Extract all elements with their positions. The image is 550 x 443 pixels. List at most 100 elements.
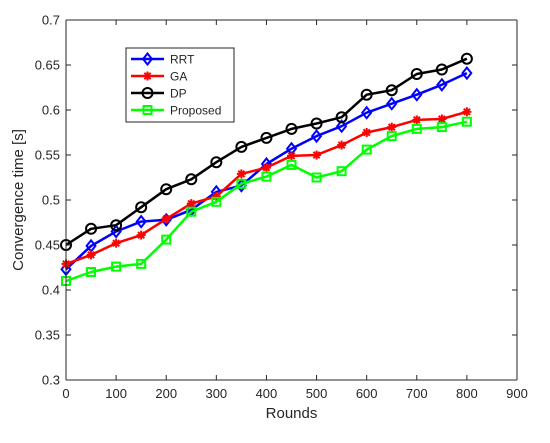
point-dp-15 (435, 63, 448, 76)
point-dp-5-shape (185, 173, 198, 186)
point-rrt-10-shape (310, 128, 323, 144)
point-rrt-3 (135, 214, 147, 229)
legend-entry-rrt: RRT (131, 51, 195, 67)
point-rrt-12-shape (360, 105, 373, 120)
point-proposed-14-shape (411, 123, 422, 134)
point-rrt-12 (360, 105, 373, 120)
point-proposed-12 (361, 144, 372, 155)
point-dp-6 (210, 156, 223, 169)
point-dp-16 (460, 52, 473, 65)
point-ga-7-stroke-3 (237, 170, 246, 178)
point-ga-8 (261, 163, 271, 173)
x-tick-label-6: 600 (356, 386, 378, 401)
point-proposed-9-shape (286, 159, 297, 170)
point-dp-12-shape (360, 88, 373, 101)
point-proposed-1-shape (86, 267, 97, 277)
legend-marker-rrt-shape (141, 51, 154, 67)
point-proposed-5-shape (186, 206, 197, 217)
y-tick-label-1: 0.35 (35, 328, 60, 343)
point-ga-11 (337, 140, 347, 150)
x-tick-label-8: 800 (456, 386, 478, 401)
x-tick-label-9: 900 (506, 386, 528, 401)
point-proposed-6 (211, 196, 222, 207)
point-ga-15 (437, 114, 447, 124)
point-rrt-15-shape (436, 77, 448, 92)
point-ga-1-stroke-3 (87, 251, 95, 259)
point-dp-8 (260, 131, 273, 144)
point-proposed-9 (286, 159, 297, 170)
point-ga-4 (161, 214, 171, 224)
x-tick-label-5: 500 (306, 386, 328, 401)
point-proposed-2-shape (111, 261, 122, 272)
point-dp-11-shape (335, 111, 348, 124)
y-tick-label-6: 0.6 (42, 103, 60, 118)
point-ga-13-stroke-3 (387, 123, 396, 131)
point-proposed-3-shape (136, 258, 147, 269)
point-ga-5 (186, 199, 196, 209)
point-proposed-10-shape (311, 172, 322, 183)
point-proposed-11 (336, 166, 347, 177)
point-proposed-10 (311, 172, 322, 183)
legend-label-dp: DP (170, 87, 187, 101)
y-tick-label-4: 0.5 (42, 193, 60, 208)
legend-marker-dp-shape (141, 87, 154, 99)
y-tick-label-0: 0.3 (42, 373, 60, 388)
legend-entry-ga: GA (131, 70, 187, 84)
point-dp-9-shape (285, 122, 298, 135)
point-proposed-7 (236, 178, 247, 189)
point-dp-1-shape (85, 222, 98, 235)
point-rrt-13 (386, 96, 398, 111)
point-ga-11-stroke-3 (337, 141, 346, 149)
series-line-proposed (65, 120, 468, 283)
point-rrt-14 (411, 87, 423, 102)
point-rrt-3-shape (135, 214, 147, 229)
point-rrt-15 (436, 77, 448, 92)
point-dp-2 (110, 219, 123, 232)
point-ga-12-stroke-3 (362, 128, 371, 137)
point-dp-12 (360, 88, 373, 101)
point-proposed-14 (411, 123, 422, 134)
x-tick-label-7: 700 (406, 386, 428, 401)
point-ga-13 (387, 122, 397, 132)
series-ga (61, 107, 472, 269)
point-rrt-13-shape (386, 96, 398, 111)
y-axis-label: Convergence time [s] (10, 129, 27, 271)
legend-label-rrt: RRT (170, 53, 195, 67)
point-ga-9-stroke-3 (287, 152, 296, 160)
point-ga-9 (287, 151, 296, 161)
point-proposed-13 (386, 131, 397, 142)
point-dp-15-shape (435, 63, 448, 76)
point-ga-10-stroke-3 (312, 151, 321, 159)
point-dp-14 (410, 68, 423, 80)
point-ga-3 (136, 230, 146, 240)
point-ga-14 (412, 115, 422, 125)
point-dp-16-shape (460, 52, 473, 65)
point-dp-9 (285, 122, 298, 135)
point-ga-2 (111, 238, 121, 248)
point-dp-4-shape (160, 183, 173, 196)
point-ga-4-stroke-3 (162, 215, 171, 223)
x-tick-label-1: 100 (105, 386, 127, 401)
point-dp-13-shape (385, 84, 398, 97)
y-tick-label-7: 0.65 (35, 58, 60, 73)
point-dp-8-shape (260, 131, 273, 144)
series-proposed (61, 116, 472, 286)
point-dp-10-shape (310, 117, 323, 130)
point-dp-13 (385, 84, 398, 97)
point-proposed-7-shape (236, 178, 247, 189)
point-ga-16-stroke-3 (463, 107, 471, 116)
point-ga-1 (86, 250, 96, 260)
point-rrt-11-shape (335, 119, 348, 134)
point-ga-12 (362, 128, 372, 137)
point-proposed-8 (261, 171, 272, 182)
series-line-dp (65, 57, 468, 247)
point-ga-2-stroke-3 (112, 239, 120, 248)
point-ga-7 (236, 169, 246, 179)
point-rrt-10 (310, 128, 323, 144)
legend-marker-ga (143, 71, 152, 81)
point-proposed-5 (186, 206, 197, 217)
point-ga-14-stroke-3 (412, 116, 421, 124)
point-proposed-4 (161, 234, 172, 245)
legend-marker-proposed (142, 105, 153, 115)
